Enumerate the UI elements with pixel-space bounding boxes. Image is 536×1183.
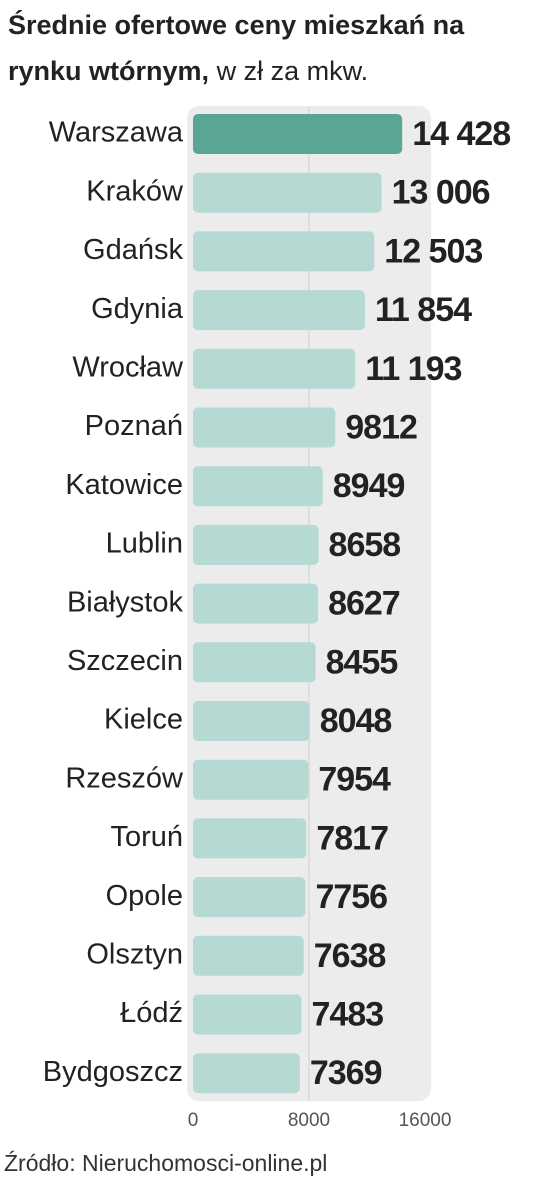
category-label: Lublin: [106, 528, 183, 560]
value-label: 11 854: [375, 291, 472, 329]
value-label: 8658: [329, 526, 401, 564]
value-label: 7817: [316, 819, 388, 857]
bar: [193, 466, 323, 507]
value-label: 7369: [310, 1054, 382, 1092]
chart-title: Średnie ofertowe ceny mieszkań na rynku …: [8, 10, 465, 86]
category-label: Warszawa: [49, 117, 184, 149]
bar: [193, 348, 356, 389]
bar: [193, 994, 302, 1035]
value-label: 14 428: [412, 115, 510, 153]
bar: [193, 877, 306, 918]
chart-subtitle: w zł za mkw.: [216, 56, 369, 86]
value-label: 11 193: [365, 350, 461, 388]
category-label: Bydgoszcz: [43, 1056, 183, 1088]
bar: [193, 642, 316, 683]
category-label: Olsztyn: [86, 938, 183, 970]
category-label: Białystok: [67, 586, 184, 618]
x-tick-label: 16000: [399, 1110, 452, 1131]
value-label: 13 006: [392, 174, 490, 212]
category-label: Kielce: [104, 704, 183, 736]
bar: [193, 172, 382, 213]
category-label: Kraków: [86, 175, 184, 207]
value-label: 8627: [328, 585, 400, 623]
value-label: 8048: [320, 702, 392, 740]
value-label: 12 503: [384, 232, 482, 270]
bar: [193, 818, 307, 859]
value-label: 9812: [345, 408, 417, 446]
bar: [193, 114, 403, 154]
value-label: 8949: [333, 467, 405, 505]
category-label: Szczecin: [67, 645, 183, 677]
category-label: Gdańsk: [83, 234, 183, 266]
bar: [193, 583, 319, 624]
category-label: Gdynia: [91, 293, 184, 325]
bar: [193, 701, 310, 741]
category-label: Wrocław: [72, 351, 184, 383]
source: Źródło: Nieruchomosci-online.pl: [4, 1150, 328, 1176]
value-label: 7638: [314, 937, 386, 975]
bar: [193, 935, 304, 976]
category-label: Rzeszów: [65, 762, 184, 794]
bar: [193, 759, 309, 800]
bar: [193, 407, 336, 448]
category-label: Katowice: [65, 469, 183, 501]
value-label: 8455: [326, 643, 398, 681]
header: Średnie ofertowe ceny mieszkań na rynku …: [8, 2, 518, 94]
value-label: 7756: [315, 878, 387, 916]
bar: [193, 524, 319, 565]
bar: [193, 231, 375, 272]
category-label: Poznań: [85, 410, 183, 442]
x-tick-label: 8000: [288, 1110, 330, 1131]
value-label: 7483: [312, 995, 384, 1033]
x-tick-label: 0: [188, 1110, 199, 1131]
value-label: 7954: [318, 761, 391, 799]
bar: [193, 290, 365, 331]
category-label: Opole: [106, 880, 183, 912]
category-label: Łódź: [120, 997, 183, 1029]
bar: [193, 1053, 300, 1094]
category-label: Toruń: [110, 821, 183, 853]
